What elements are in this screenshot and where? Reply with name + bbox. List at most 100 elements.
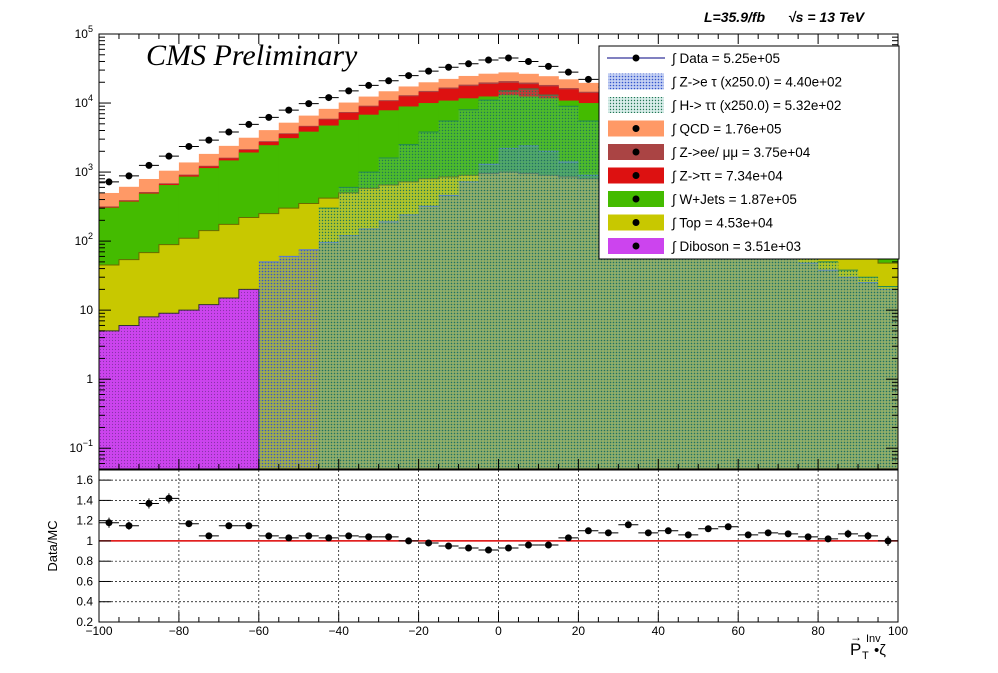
data-point [145, 161, 153, 169]
overlay-bar [738, 225, 759, 469]
data-point [245, 120, 253, 128]
x-tick-label: 20 [572, 624, 586, 638]
data-point [205, 136, 213, 144]
ratio-point [804, 533, 812, 541]
stack-bar [138, 316, 160, 469]
ratio-point [744, 531, 752, 539]
x-tick-label: −40 [329, 624, 350, 638]
ratio-y-tick-label: 1.6 [76, 473, 93, 487]
ratio-point [205, 532, 213, 540]
legend-entry: ∫ Z->ee/ μμ = 3.75e+04 [608, 144, 811, 160]
stack-bar [99, 330, 120, 469]
overlay-bar [478, 100, 499, 469]
ratio-point [265, 532, 273, 540]
legend-swatch [608, 97, 664, 113]
stack-0 [99, 289, 260, 469]
overlay-bar [318, 208, 339, 469]
data-point [305, 100, 313, 108]
legend-marker [632, 242, 640, 250]
ratio-point [445, 542, 453, 550]
legend-marker [632, 219, 640, 226]
overlay-bar [878, 286, 898, 469]
ratio-point [824, 535, 832, 543]
x-label-main: P [850, 640, 861, 659]
ratio-point [425, 539, 433, 547]
x-tick-label: 40 [652, 624, 666, 638]
legend-entry: ∫ Data = 5.25e+05 [607, 51, 780, 66]
data-point [185, 142, 193, 150]
x-tick-label: 0 [495, 624, 502, 638]
ratio-y-tick-label: 1.2 [76, 514, 93, 528]
ratio-point [125, 522, 133, 530]
overlay-bar [278, 256, 300, 469]
ratio-point [165, 494, 173, 502]
overlay-bar [438, 120, 459, 469]
signal-overlays [258, 88, 898, 469]
x-tick-label: 60 [732, 624, 746, 638]
overlay-bar [558, 106, 579, 469]
stack-bar [238, 289, 260, 469]
y-tick-label: 10 [80, 303, 94, 317]
legend-entry: ∫ QCD = 1.76e+05 [608, 120, 782, 137]
data-point [425, 67, 433, 75]
ratio-point [365, 533, 373, 541]
data-point [105, 178, 113, 186]
legend-swatch [608, 73, 664, 90]
y-tick-label: 103 [75, 162, 93, 179]
x-tick-label: 100 [888, 624, 908, 638]
legend-label: ∫ W+Jets = 1.87e+05 [671, 192, 797, 207]
x-tick-label: −60 [249, 624, 270, 638]
legend-marker [632, 172, 640, 179]
legend-label: ∫ Data = 5.25e+05 [671, 51, 780, 66]
legend-entry: ∫ Z->ττ = 7.34e+04 [608, 167, 783, 184]
data-point [365, 81, 373, 89]
legend-label: ∫ H-> ττ (x250.0) = 5.32e+02 [671, 98, 841, 113]
ratio-point [564, 534, 572, 542]
overlay-bar [838, 270, 859, 469]
overlay-bar [258, 261, 280, 469]
ratio-y-tick-label: 0.2 [76, 615, 93, 629]
overlay-bar [498, 90, 519, 469]
data-point [225, 128, 233, 136]
legend-marker [632, 148, 640, 156]
ratio-point [504, 544, 512, 552]
overlay-bar [818, 261, 839, 469]
data-point [504, 54, 512, 62]
ratio-point [664, 527, 672, 535]
ratio-point [225, 522, 233, 530]
legend-entry: ∫ Z->e τ (x250.0) = 4.40e+02 [608, 73, 842, 90]
data-point [265, 113, 273, 121]
overlay-bar [458, 109, 479, 469]
ratio-point [524, 541, 532, 549]
ratio-point [385, 533, 393, 541]
stack-bar [158, 313, 180, 469]
ratio-point [245, 522, 253, 530]
data-point [125, 172, 133, 180]
ratio-point [724, 523, 732, 531]
y-tick-label: 1 [86, 372, 93, 386]
ratio-y-tick-label: 0.4 [76, 595, 93, 609]
legend-label: ∫ Z->ττ = 7.34e+04 [671, 169, 783, 184]
ratio-point [544, 541, 552, 549]
stack-outline [99, 288, 898, 469]
overlay-bar [718, 216, 739, 469]
ratio-point [285, 534, 293, 542]
overlay-bar [358, 172, 379, 469]
legend-label: ∫ Z->e τ (x250.0) = 4.40e+02 [671, 75, 842, 90]
stack-bar [118, 325, 140, 469]
energy-label: √s = 13 TeV [788, 9, 866, 25]
legend-entry: ∫ H-> ττ (x250.0) = 5.32e+02 [608, 97, 841, 113]
data-point [584, 75, 592, 83]
ratio-axes: −100 −80 −60 −40 −20 0 20 40 60 80 100 0.2 0.4 0.6 0.8… [76, 473, 908, 638]
ratio-y-tick-label: 0.8 [76, 554, 93, 568]
data-point [285, 106, 293, 114]
ratio-point [325, 534, 333, 542]
overlay-bar [778, 244, 799, 469]
legend-label: ∫ QCD = 1.76e+05 [671, 122, 782, 137]
ratio-y-tick-label: 1.4 [76, 493, 93, 507]
data-point [325, 94, 333, 102]
overlay-bar [698, 205, 719, 469]
ratio-point [844, 530, 852, 538]
x-label-vector: → [850, 630, 862, 644]
overlay-bar [518, 88, 539, 469]
